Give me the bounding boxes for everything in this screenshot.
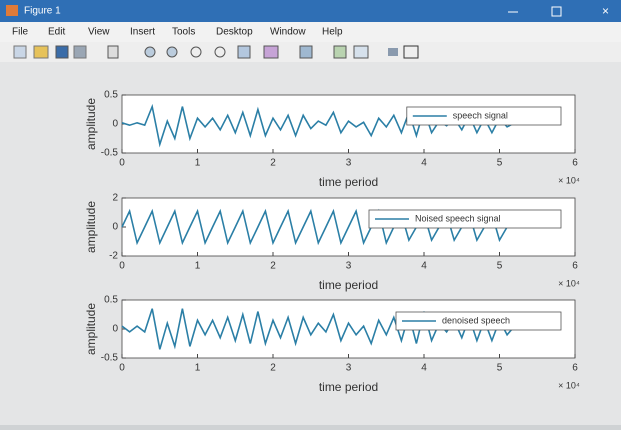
menu-item[interactable]: File	[12, 27, 29, 38]
x-tick-label: 6	[572, 363, 578, 374]
x-axis-label: time period	[319, 175, 378, 189]
x-tick-label: 4	[421, 261, 427, 272]
y-axis-label: amplitude	[84, 303, 98, 355]
y-tick-label: -2	[109, 251, 118, 262]
menu-item[interactable]: Desktop	[216, 27, 253, 38]
x-tick-label: 3	[346, 158, 352, 169]
y-axis-label: amplitude	[84, 201, 98, 253]
tool-icon[interactable]	[334, 46, 346, 58]
y-tick-label: -0.5	[101, 148, 119, 159]
x-axis-label: time period	[319, 380, 378, 394]
x-tick-label: 6	[572, 158, 578, 169]
window-title: Figure 1	[24, 6, 61, 17]
x-exponent: × 10⁴	[558, 278, 580, 288]
y-tick-label: 0	[112, 222, 118, 233]
x-tick-label: 1	[195, 363, 201, 374]
tool-icon[interactable]	[56, 46, 68, 58]
tool-icon[interactable]	[74, 46, 86, 58]
tool-icon[interactable]	[145, 47, 155, 57]
x-tick-label: 2	[270, 363, 276, 374]
x-tick-label: 0	[119, 158, 125, 169]
legend-label: Noised speech signal	[415, 213, 501, 223]
x-tick-label: 0	[119, 261, 125, 272]
close-button[interactable]: ×	[602, 4, 609, 18]
y-tick-label: 0.5	[104, 295, 118, 306]
x-tick-label: 5	[497, 261, 503, 272]
figure-window: Figure 1 × File Edit View Insert Tools Deskto…	[0, 0, 621, 425]
tool-icon[interactable]	[300, 46, 312, 58]
tool-icon[interactable]	[238, 46, 250, 58]
x-tick-label: 3	[346, 363, 352, 374]
tool-icon[interactable]	[404, 46, 418, 58]
tool-icon[interactable]	[354, 46, 368, 58]
title-bar	[0, 0, 621, 22]
y-tick-label: 2	[112, 193, 118, 204]
tool-icon[interactable]	[264, 46, 278, 58]
x-tick-label: 2	[270, 158, 276, 169]
menu-item[interactable]: Tools	[172, 27, 195, 38]
x-tick-label: 2	[270, 261, 276, 272]
menu-item[interactable]: Window	[270, 27, 306, 38]
tool-icon[interactable]	[108, 46, 118, 58]
menu-item[interactable]: Insert	[130, 27, 155, 38]
y-tick-label: 0	[112, 324, 118, 335]
x-tick-label: 1	[195, 158, 201, 169]
tool-icon[interactable]	[191, 47, 201, 57]
x-tick-label: 4	[421, 363, 427, 374]
legend-label: denoised speech	[442, 315, 510, 325]
x-tick-label: 1	[195, 261, 201, 272]
page: Figure 1 × File Edit View Insert Tools Deskto…	[0, 0, 621, 425]
tool-icon[interactable]	[34, 46, 48, 58]
x-tick-label: 3	[346, 261, 352, 272]
x-tick-label: 6	[572, 261, 578, 272]
x-exponent: × 10⁴	[558, 380, 580, 390]
tool-icon[interactable]	[14, 46, 26, 58]
legend-label: speech signal	[453, 110, 508, 120]
menu-item[interactable]: View	[88, 27, 110, 38]
y-tick-label: -0.5	[101, 353, 119, 364]
y-axis-label: amplitude	[84, 98, 98, 150]
x-tick-label: 0	[119, 363, 125, 374]
tool-icon[interactable]	[215, 47, 225, 57]
app-icon	[6, 5, 18, 16]
x-exponent: × 10⁴	[558, 175, 580, 185]
x-tick-label: 4	[421, 158, 427, 169]
menu-item[interactable]: Edit	[48, 27, 65, 38]
menu-item[interactable]: Help	[322, 27, 343, 38]
y-tick-label: 0	[112, 119, 118, 130]
x-axis-label: time period	[319, 278, 378, 292]
x-tick-label: 5	[497, 158, 503, 169]
tool-icon[interactable]	[167, 47, 177, 57]
y-tick-label: 0.5	[104, 90, 118, 101]
x-tick-label: 5	[497, 363, 503, 374]
tool-icon[interactable]	[388, 48, 398, 56]
